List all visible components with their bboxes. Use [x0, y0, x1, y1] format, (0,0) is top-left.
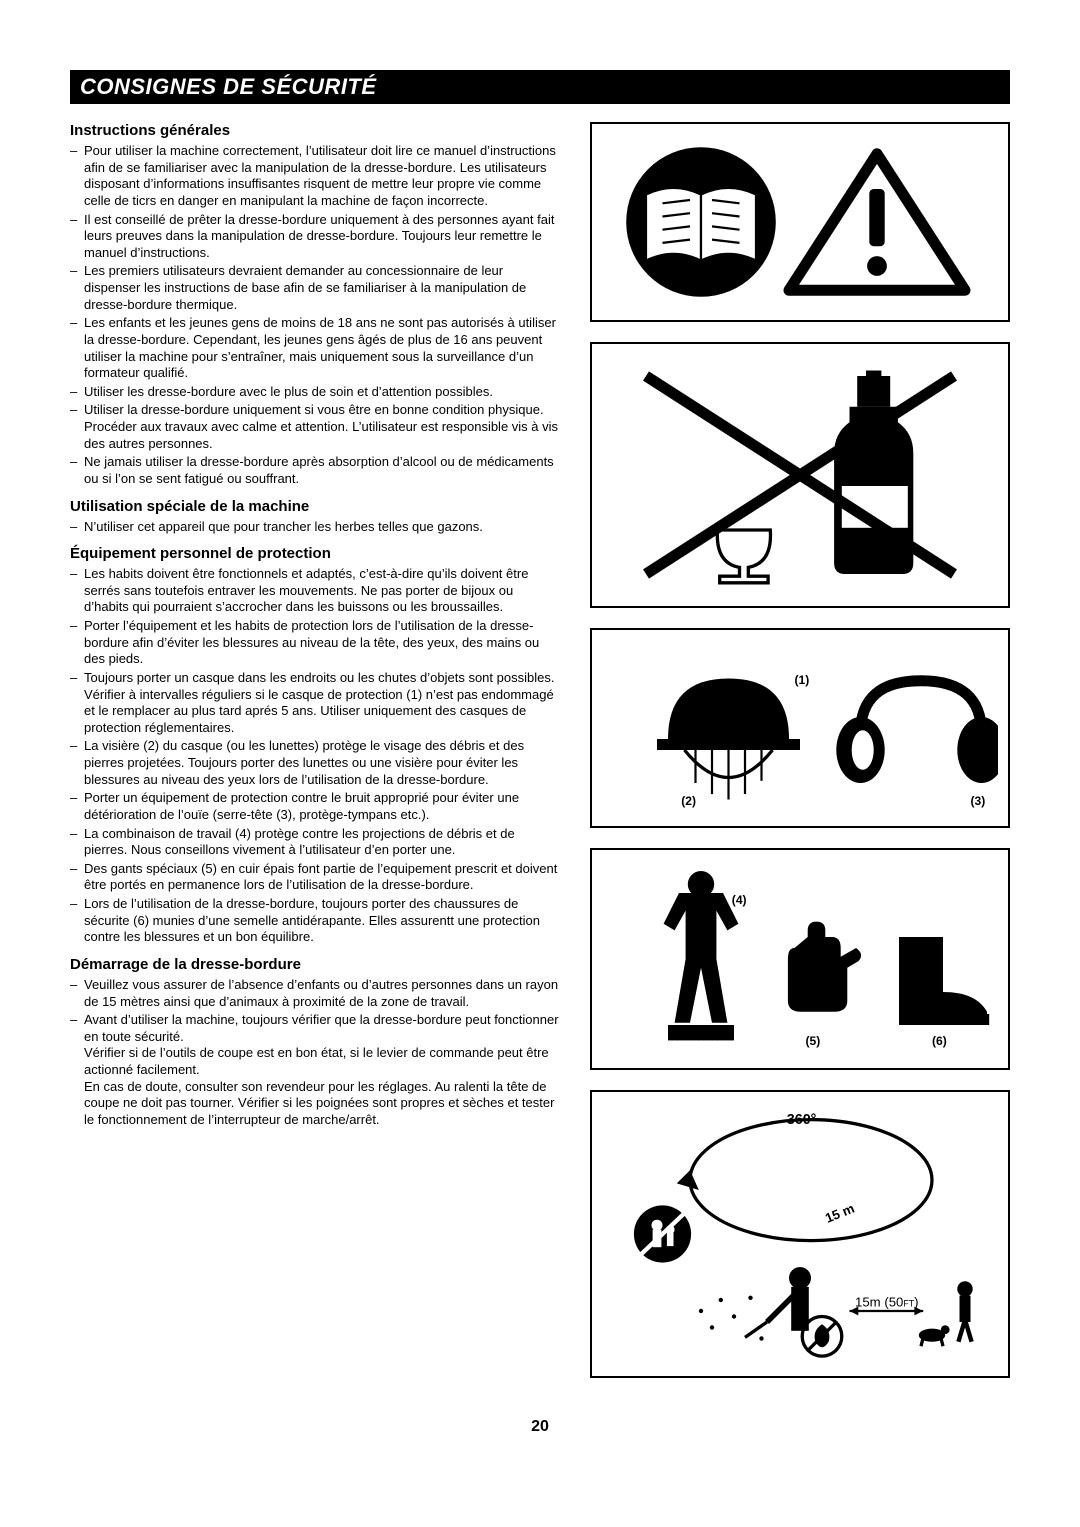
figure-ppe-head: (1) (2) (3)	[590, 628, 1010, 828]
text-column: Instructions générales Pour utiliser la …	[70, 122, 560, 1378]
label-radius: 15 m	[823, 1201, 856, 1226]
figure-read-manual	[590, 122, 1010, 322]
list-item: Toujours porter un casque dans les endro…	[70, 670, 560, 737]
safety-zone-icon: 360° 15 m	[602, 1102, 998, 1366]
list-item: Avant d’utiliser la machine, toujours vé…	[70, 1012, 560, 1128]
list-special-use: N’utiliser cet appareil que pour tranche…	[70, 519, 560, 536]
no-alcohol-icon	[602, 354, 998, 596]
figure-no-alcohol	[590, 342, 1010, 608]
figure-safety-zone: 360° 15 m	[590, 1090, 1010, 1378]
list-item: La visière (2) du casque (ou les lunette…	[70, 738, 560, 788]
figure-ppe-body: (4) (5) (6)	[590, 848, 1010, 1070]
label-distance: 15m (50FT)	[855, 1295, 919, 1310]
ppe-body-icon: (4) (5) (6)	[602, 860, 998, 1058]
heading-startup: Démarrage de la dresse-bordure	[70, 956, 560, 973]
list-item: Il est conseillé de prêter la dresse-bor…	[70, 212, 560, 262]
label-boots: (6)	[932, 1034, 947, 1048]
list-item: La combinaison de travail (4) protège co…	[70, 826, 560, 859]
heading-general: Instructions générales	[70, 122, 560, 139]
list-item: Porter un équipement de protection contr…	[70, 790, 560, 823]
page-title: CONSIGNES DE SÉCURITÉ	[80, 74, 377, 99]
list-item: Utiliser la dresse-bordure uniquement si…	[70, 402, 560, 452]
page-title-bar: CONSIGNES DE SÉCURITÉ	[70, 70, 1010, 104]
list-item: Ne jamais utiliser la dresse-bordure apr…	[70, 454, 560, 487]
ppe-head-icon: (1) (2) (3)	[602, 640, 998, 816]
list-item: Les habits doivent être fonctionnels et …	[70, 566, 560, 616]
list-ppe: Les habits doivent être fonctionnels et …	[70, 566, 560, 946]
label-earmuffs: (3)	[971, 794, 986, 808]
content-columns: Instructions générales Pour utiliser la …	[70, 122, 1010, 1378]
list-item: Les premiers utilisateurs devraient dema…	[70, 263, 560, 313]
list-item: Porter l’équipement et les habits de pro…	[70, 618, 560, 668]
list-item: Pour utiliser la machine correctement, l…	[70, 143, 560, 210]
label-overalls: (4)	[732, 893, 747, 907]
list-general: Pour utiliser la machine correctement, l…	[70, 143, 560, 488]
label-360: 360°	[787, 1112, 817, 1128]
list-item: Les enfants et les jeunes gens de moins …	[70, 315, 560, 382]
heading-ppe: Équipement personnel de protection	[70, 545, 560, 562]
label-gloves: (5)	[806, 1034, 821, 1048]
heading-special-use: Utilisation spéciale de la machine	[70, 498, 560, 515]
list-item: Lors de l’utilisation de la dresse-bordu…	[70, 896, 560, 946]
list-item: Veuillez vous assurer de l’absence d’enf…	[70, 977, 560, 1010]
label-visor: (2)	[681, 794, 696, 808]
list-startup: Veuillez vous assurer de l’absence d’enf…	[70, 977, 560, 1129]
figure-column: (1) (2) (3) (4) (5)	[590, 122, 1010, 1378]
manual-warning-icon	[602, 134, 998, 310]
list-item: N’utiliser cet appareil que pour tranche…	[70, 519, 560, 536]
list-item: Utiliser les dresse-bordure avec le plus…	[70, 384, 560, 401]
label-helmet: (1)	[795, 673, 810, 687]
list-item: Des gants spéciaux (5) en cuir épais fon…	[70, 861, 560, 894]
page-number: 20	[70, 1418, 1010, 1436]
